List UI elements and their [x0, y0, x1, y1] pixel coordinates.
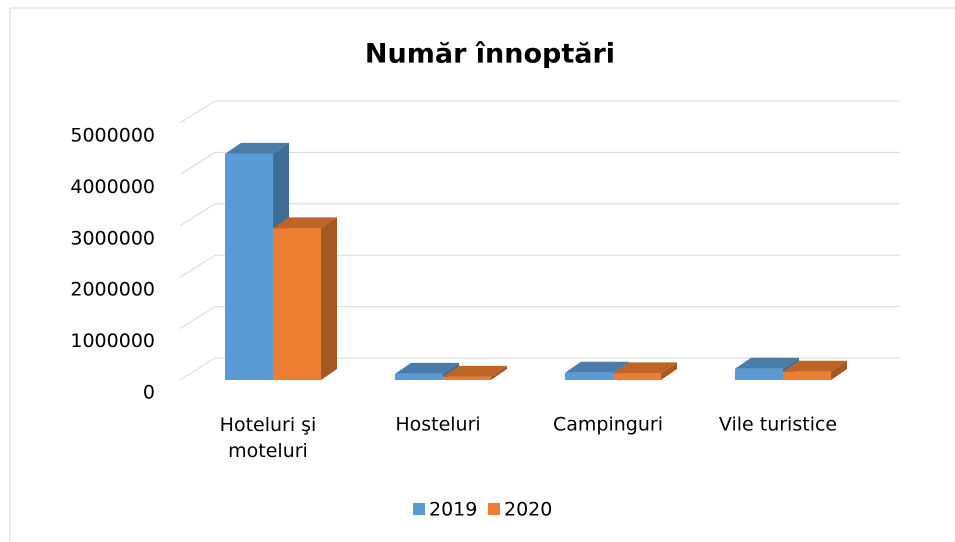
bar [273, 228, 321, 380]
y-tick-label: 3000000 [70, 227, 155, 249]
legend-swatch [488, 503, 500, 515]
bar-side [831, 360, 847, 380]
x-tick-label: Vile turistice [719, 414, 837, 436]
chart-title: Număr înnoptări [365, 39, 615, 70]
x-tick-label: Campinguri [553, 414, 663, 436]
grid-line [179, 306, 900, 330]
bar-top [273, 217, 337, 229]
bar-top [443, 365, 507, 377]
bar [735, 368, 783, 380]
bar-side [661, 362, 677, 380]
bar-top [565, 361, 629, 373]
y-tick-label: 2000000 [70, 279, 155, 301]
bar [783, 371, 831, 380]
y-tick-label: 5000000 [70, 125, 155, 147]
x-tick-line: Hoteluri şi [220, 414, 317, 436]
legend-swatch [413, 503, 425, 515]
bar-top [395, 362, 459, 374]
x-tick-label: Hosteluri [395, 414, 480, 436]
x-tick-label: Hoteluri şi moteluri [220, 414, 317, 462]
grid-line [179, 254, 900, 278]
bar [565, 372, 613, 380]
grid-line [179, 100, 900, 124]
bar [225, 153, 273, 380]
grid-line [179, 203, 900, 227]
bar-side [491, 365, 507, 380]
grid-line [179, 357, 900, 381]
bar [395, 373, 443, 380]
bar-top [735, 357, 799, 369]
bar-top [783, 360, 847, 372]
legend-label: 2019 [429, 499, 477, 521]
bar-side [321, 217, 337, 380]
legend-label: 2020 [504, 499, 552, 521]
x-tick-line: moteluri [228, 440, 308, 462]
y-tick-label: 1000000 [70, 330, 155, 352]
bar-top [225, 142, 289, 154]
bar [613, 373, 661, 380]
bar-top [613, 362, 677, 374]
grid-line [179, 151, 900, 175]
y-tick-label: 0 [143, 382, 155, 404]
y-tick-label: 4000000 [70, 176, 155, 198]
bar [443, 376, 491, 380]
